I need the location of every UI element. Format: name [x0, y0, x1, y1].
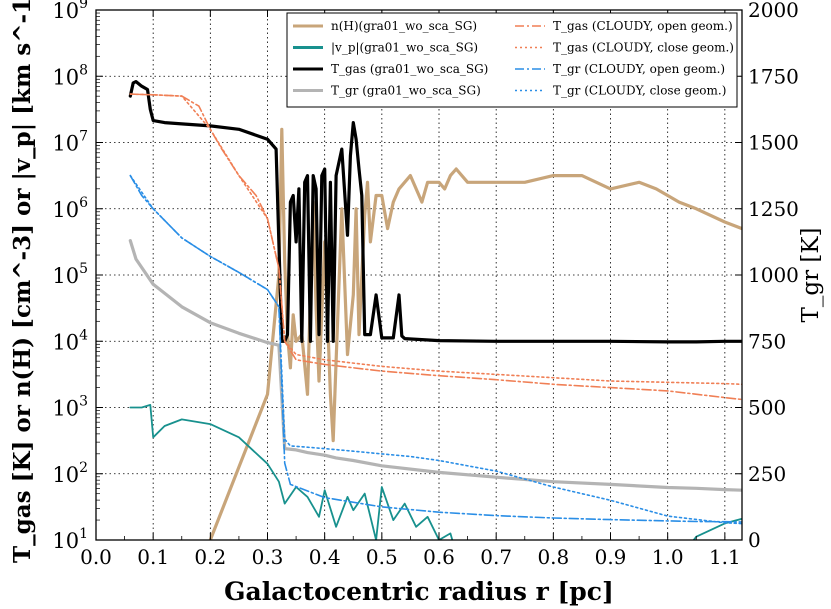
x-tick-label: 0.4 — [309, 545, 341, 569]
y-left-axis-label: T_gas [K] or n(H) [cm^-3] or |v_p| [km s… — [9, 0, 36, 563]
legend-label: T_gr (gra01_wo_sca_SG) — [331, 84, 481, 98]
series-line — [129, 403, 742, 540]
y-right-tick-label: 2000 — [748, 0, 799, 22]
legend-label: T_gas (gra01_wo_sca_SG) — [331, 62, 488, 76]
y-right-tick-labels: 0 250 500 750 1000 1250 1500 1750 2000 — [748, 0, 799, 552]
x-tick-label: 0.2 — [194, 545, 226, 569]
series-line — [128, 239, 742, 492]
x-tick-label: 0.3 — [252, 545, 284, 569]
y-right-tick-label: 1750 — [748, 64, 799, 88]
series-line — [129, 93, 742, 386]
y-right-tick-label: 0 — [748, 528, 761, 552]
legend-label: |v_p|(gra01_wo_sca_SG) — [331, 41, 478, 55]
series-line — [208, 127, 742, 540]
series-line — [129, 93, 742, 401]
x-tick-label: 0.1 — [137, 545, 169, 569]
series-line — [129, 174, 742, 525]
x-tick-label: 0.5 — [366, 545, 398, 569]
y-left-tick-label: 109 — [52, 0, 88, 23]
y-left-tick-label: 106 — [52, 195, 88, 222]
y-right-tick-label: 1500 — [748, 131, 799, 155]
x-axis-label: Galactocentric radius r [pc] — [224, 577, 614, 606]
series-layer — [128, 79, 742, 540]
x-tick-label: 0.0 — [80, 545, 112, 569]
y-right-axis-label: T_gr [K] — [798, 228, 824, 323]
y-left-tick-label: 104 — [52, 327, 88, 354]
legend-label: T_gr (CLOUDY, open geom.) — [553, 62, 725, 76]
x-tick-label: 0.8 — [537, 545, 569, 569]
legend: n(H)(gra01_wo_sca_SG) |v_p|(gra01_wo_sca_… — [286, 12, 738, 108]
y-left-tick-label: 103 — [52, 394, 88, 421]
y-left-tick-label: 108 — [52, 62, 88, 89]
y-left-tick-labels: 101 102 103 104 105 106 107 108 109 — [52, 0, 88, 553]
y-left-tick-label: 107 — [52, 129, 88, 156]
legend-label: T_gas (CLOUDY, close geom.) — [553, 41, 734, 55]
y-right-tick-label: 750 — [748, 329, 786, 353]
y-left-tick-label: 105 — [52, 261, 88, 288]
x-tick-label: 1.0 — [652, 545, 684, 569]
x-tick-label: 0.9 — [595, 545, 627, 569]
legend-label: T_gas (CLOUDY, open geom.) — [553, 19, 733, 33]
y-right-tick-label: 500 — [748, 396, 786, 420]
legend-label: T_gr (CLOUDY, close geom.) — [553, 84, 726, 98]
legend-label: n(H)(gra01_wo_sca_SG) — [331, 19, 477, 33]
x-tick-label: 1.1 — [709, 545, 741, 569]
grid — [96, 10, 742, 540]
x-tick-label: 0.7 — [480, 545, 512, 569]
x-tick-labels: 0.0 0.1 0.2 0.3 0.4 0.5 0.6 0.7 0.8 0.9 1.0 1.1 — [80, 545, 741, 569]
y-right-tick-label: 1250 — [748, 197, 799, 221]
legend-box — [286, 12, 738, 108]
y-left-tick-label: 102 — [52, 460, 88, 487]
series-line — [128, 79, 742, 344]
y-right-tick-label: 250 — [748, 462, 786, 486]
ticks — [95, 9, 742, 541]
y-right-tick-label: 1000 — [748, 263, 799, 287]
y-left-tick-label: 101 — [52, 526, 88, 553]
x-tick-label: 0.6 — [423, 545, 455, 569]
legend-items: n(H)(gra01_wo_sca_SG) |v_p|(gra01_wo_sca_… — [293, 19, 734, 98]
